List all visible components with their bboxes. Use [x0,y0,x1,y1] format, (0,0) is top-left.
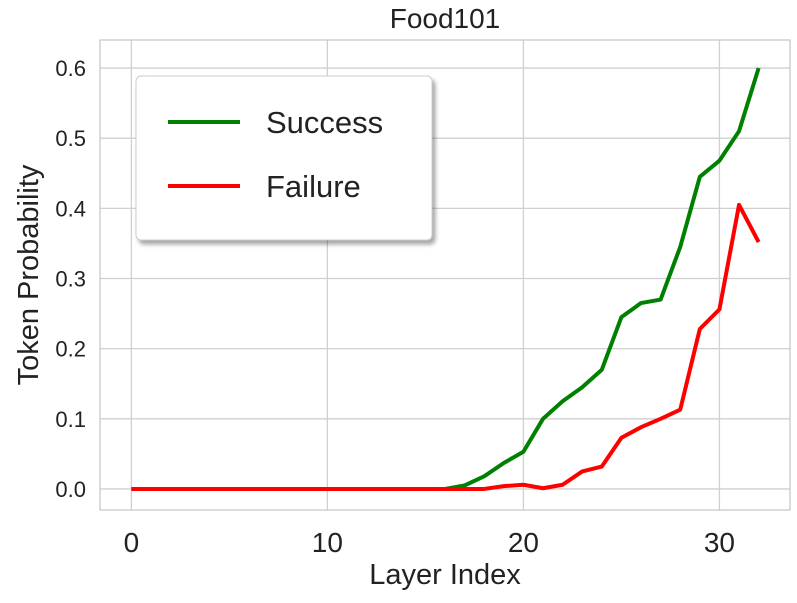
y-tick-label: 0.4 [55,196,86,221]
y-tick-label: 0.2 [55,337,86,362]
x-tick-label: 0 [124,527,140,558]
y-tick-label: 0.0 [55,477,86,502]
y-tick-label: 0.6 [55,56,86,81]
legend-label: Failure [266,169,361,204]
y-tick-label: 0.1 [55,407,86,432]
legend-label: Success [266,105,383,140]
y-tick-label: 0.5 [55,126,86,151]
x-tick-label: 20 [508,527,539,558]
x-tick-label: 30 [704,527,735,558]
y-axis-label: Token Probability [13,164,45,385]
y-tick-label: 0.3 [55,267,86,292]
x-tick-label: 10 [312,527,343,558]
data-line [131,202,761,491]
plot-frame [99,39,791,511]
legend-box [135,75,433,241]
x-axis-label: Layer Index [369,559,521,591]
chart-title: Food101 [390,3,501,34]
